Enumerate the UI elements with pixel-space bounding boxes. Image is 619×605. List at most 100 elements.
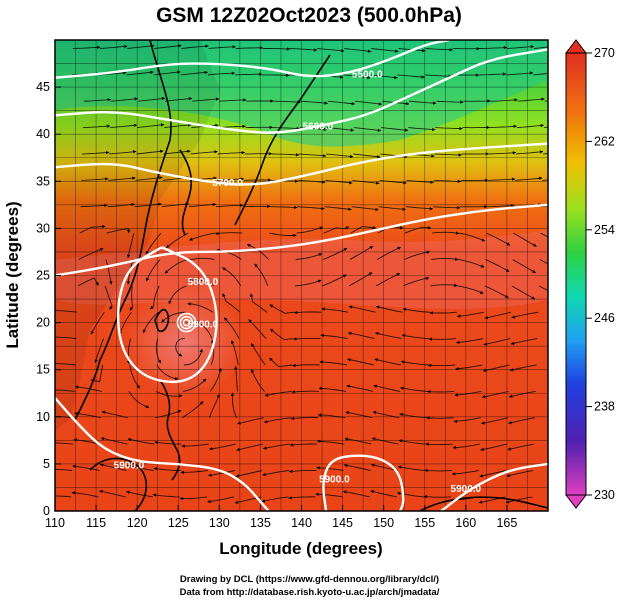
cyclone-ring bbox=[176, 312, 197, 333]
streamline-arrowhead bbox=[433, 101, 437, 105]
streamline bbox=[118, 311, 132, 336]
streamline bbox=[55, 442, 74, 445]
streamline-arrowhead bbox=[295, 179, 299, 183]
streamline-arrowhead bbox=[531, 296, 535, 300]
streamline-arrowhead bbox=[247, 244, 251, 248]
streamline-arrowhead bbox=[316, 466, 320, 470]
streamline-arrowhead bbox=[425, 276, 430, 281]
streamline-arrowhead bbox=[457, 179, 461, 184]
streamline-arrowhead bbox=[222, 293, 226, 298]
streamline bbox=[165, 232, 189, 249]
streamline bbox=[428, 364, 456, 367]
streamline bbox=[270, 328, 294, 341]
streamline bbox=[513, 232, 537, 247]
streamline-arrowhead bbox=[376, 181, 380, 185]
streamline-arrowhead bbox=[199, 349, 203, 353]
streamline-arrowhead bbox=[351, 102, 355, 106]
height-contour-line bbox=[322, 454, 405, 511]
streamline bbox=[294, 279, 322, 287]
streamline-arrowhead bbox=[508, 420, 512, 425]
streamline-arrowhead bbox=[73, 438, 77, 442]
streamline bbox=[370, 490, 397, 498]
streamline-arrowhead bbox=[218, 368, 222, 372]
streamline bbox=[153, 71, 181, 76]
colorbar-tick-label: 238 bbox=[594, 400, 615, 414]
streamline-arrowhead bbox=[510, 368, 514, 372]
streamline bbox=[505, 496, 533, 504]
streamline bbox=[129, 285, 134, 311]
streamline bbox=[234, 73, 262, 76]
streamline-arrowhead bbox=[234, 500, 239, 504]
streamline-arrowhead bbox=[286, 73, 290, 77]
streamline-arrowhead bbox=[290, 416, 295, 421]
streamline-arrowhead bbox=[230, 392, 235, 396]
streamline bbox=[181, 45, 209, 49]
streamline-arrowhead bbox=[214, 150, 218, 154]
streamline bbox=[207, 496, 235, 503]
streamline-arrowhead bbox=[452, 445, 457, 450]
streamline bbox=[289, 48, 318, 51]
streamline-arrowhead bbox=[90, 330, 94, 335]
streamline-arrowhead bbox=[319, 226, 323, 230]
height-contour-label: 5900.0 bbox=[114, 461, 145, 472]
streamline bbox=[433, 179, 461, 182]
streamline-arrowhead bbox=[104, 203, 108, 208]
streamline bbox=[344, 438, 372, 445]
streamline-arrowhead bbox=[294, 310, 298, 315]
streamline bbox=[269, 304, 295, 314]
streamline bbox=[154, 441, 182, 445]
x-tick-label: 140 bbox=[291, 516, 312, 530]
streamline bbox=[403, 277, 430, 287]
streamline-arrowhead bbox=[178, 353, 183, 357]
streamline-arrowhead bbox=[322, 180, 326, 184]
streamline bbox=[326, 153, 354, 158]
streamline bbox=[105, 259, 112, 285]
streamline-arrowhead bbox=[236, 447, 240, 452]
x-tick-label: 160 bbox=[455, 516, 476, 530]
streamline bbox=[404, 251, 430, 260]
streamline-arrowhead bbox=[204, 70, 208, 75]
streamline bbox=[261, 496, 289, 503]
streamline bbox=[406, 179, 434, 183]
streamline bbox=[262, 470, 290, 476]
streamline-arrowhead bbox=[378, 102, 382, 106]
streamline-arrowhead bbox=[401, 360, 405, 364]
streamline bbox=[459, 232, 486, 242]
streamline-arrowhead bbox=[251, 343, 255, 347]
x-tick-label: 125 bbox=[168, 516, 189, 530]
streamline-arrowhead bbox=[181, 444, 185, 448]
streamline bbox=[216, 178, 244, 181]
streamline-arrowhead bbox=[249, 293, 254, 297]
streamline bbox=[81, 178, 109, 181]
streamline-arrowhead bbox=[423, 495, 428, 499]
streamline bbox=[217, 152, 245, 155]
streamline bbox=[409, 100, 437, 104]
streamline bbox=[292, 364, 320, 367]
streamline bbox=[164, 259, 188, 274]
streamline bbox=[298, 153, 327, 157]
streamline bbox=[479, 470, 507, 477]
streamline-arrowhead bbox=[402, 307, 407, 312]
streamline bbox=[506, 470, 534, 477]
streamline-arrowhead bbox=[479, 474, 484, 478]
streamline bbox=[137, 97, 165, 102]
streamline-arrowhead bbox=[430, 180, 434, 184]
streamline-arrowhead bbox=[263, 446, 267, 450]
streamline-arrowhead bbox=[270, 99, 274, 103]
streamline bbox=[511, 285, 536, 300]
streamline bbox=[145, 232, 162, 255]
streamline bbox=[317, 48, 345, 52]
streamline bbox=[539, 259, 548, 265]
streamline bbox=[264, 390, 292, 397]
streamline bbox=[300, 100, 328, 104]
streamline-arrowhead bbox=[131, 202, 135, 207]
streamline-arrowhead bbox=[264, 393, 269, 397]
streamline-arrowhead bbox=[132, 176, 136, 180]
streamline-arrowhead bbox=[288, 496, 292, 500]
streamline bbox=[401, 334, 429, 340]
streamline-arrowhead bbox=[158, 202, 162, 206]
streamline-arrowhead bbox=[532, 269, 536, 273]
streamline-arrowhead bbox=[126, 254, 131, 258]
streamline bbox=[327, 100, 355, 105]
streamline bbox=[209, 368, 222, 392]
